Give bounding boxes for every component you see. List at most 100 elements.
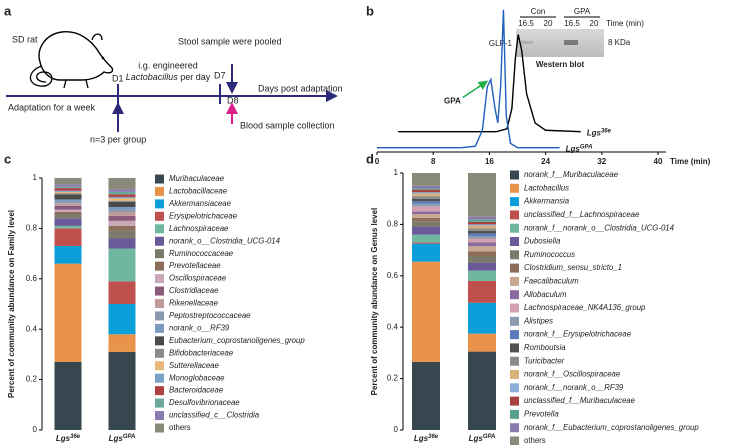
bar-segment	[54, 225, 82, 229]
legend-label: Rikenellaceae	[169, 299, 219, 308]
blot-group: GPA	[574, 7, 591, 16]
bar-segment	[108, 178, 136, 190]
timeline-diagram: SD rat D1 i.g. engineered Lactobacillus …	[6, 31, 343, 144]
legend-swatch	[155, 286, 164, 296]
bar-segment	[412, 185, 440, 189]
bar-segment	[54, 205, 82, 210]
legend-label: unclassified_f__Muribaculaceae	[524, 396, 636, 405]
series-line	[377, 9, 560, 149]
y-axis-label: Percent of community abundance on Family…	[7, 210, 16, 398]
legend-label: Sutterellaceae	[169, 361, 220, 370]
bar-segment	[108, 304, 136, 335]
label: n=3 per group	[90, 134, 146, 144]
legend-label: Prevotellaceae	[169, 261, 221, 270]
bar-segment	[468, 270, 496, 281]
legend-label: norank_f__norank_o__Clostridia_UCG-014	[524, 223, 675, 232]
legend-swatch	[155, 236, 164, 246]
rat-eye	[101, 56, 105, 60]
x-tick-label: Lgs36e	[414, 434, 439, 444]
legend-swatch	[510, 250, 519, 260]
bar-segment	[54, 209, 82, 213]
legend-swatch	[510, 436, 519, 445]
legend-swatch	[510, 316, 519, 326]
legend-label: Turicibacter	[524, 356, 565, 365]
bar-segment	[468, 216, 496, 220]
legend-label: Lactobacillaceae	[169, 187, 228, 196]
legend-swatch	[155, 373, 164, 383]
bar-segment	[108, 238, 136, 249]
legend-swatch	[155, 299, 164, 308]
legend-swatch	[510, 330, 519, 340]
label: D7	[214, 70, 226, 80]
bar-segment	[412, 217, 440, 222]
legend-swatch	[155, 423, 164, 433]
blot-time: 20	[590, 19, 599, 28]
label: D8	[227, 95, 239, 105]
legend-label: Faecalibaculum	[524, 276, 579, 285]
legend-label: Akkermansiaceae	[168, 199, 232, 208]
y-tick-label: 0.8	[26, 224, 38, 233]
legend-label: Allobaculum	[523, 290, 567, 299]
bar-segment	[412, 206, 440, 212]
bar-segment	[468, 280, 496, 303]
bar-segment	[54, 190, 82, 192]
legend-swatch	[155, 224, 164, 234]
bar-segment	[108, 191, 136, 195]
bar-segment	[54, 218, 82, 226]
rat-tail	[29, 65, 53, 87]
x-tick-label: 0	[375, 157, 380, 166]
legend-swatch	[155, 249, 164, 259]
bar-segment	[54, 203, 82, 206]
blot-group: Con	[531, 7, 546, 16]
legend-label: norank_f__Erysipelotrichaceae	[524, 330, 632, 339]
y-tick-label: 0.4	[26, 324, 38, 333]
legend-swatch	[155, 348, 164, 358]
panel-label: c	[4, 151, 11, 166]
bar-segment	[468, 262, 496, 271]
bar-segment	[468, 235, 496, 239]
legend-label: Bacteroidaceae	[169, 386, 224, 395]
blot-size: 8 KDa	[608, 38, 631, 47]
legend-label: Alistipes	[523, 316, 553, 325]
rat-ear	[91, 33, 103, 41]
bar-segment	[108, 201, 136, 207]
bar-segment	[412, 221, 440, 227]
bar-segment	[108, 212, 136, 216]
bar-segment	[468, 351, 496, 430]
legend-label: Akkermansia	[523, 197, 570, 206]
blot-caption: Western blot	[536, 60, 585, 69]
legend-swatch	[510, 290, 519, 300]
bar-segment	[108, 225, 136, 231]
label: D1	[112, 73, 124, 83]
bar-segment	[468, 333, 496, 352]
x-axis-label: Time (min)	[670, 157, 711, 166]
y-tick-label: 0.8	[387, 220, 399, 229]
y-tick-label: 0.2	[26, 375, 38, 384]
bar-segment	[412, 173, 440, 186]
legend-label: Lachnospiraceae_NK4A136_group	[524, 303, 646, 312]
bar-segment	[468, 228, 496, 231]
bar-segment	[54, 188, 82, 191]
bar-segment	[412, 243, 440, 262]
bar-segment	[54, 201, 82, 204]
bar-segment	[468, 251, 496, 257]
legend-swatch	[155, 261, 164, 271]
legend-swatch	[155, 199, 164, 209]
legend-swatch	[510, 356, 519, 366]
legend-label: Desulfovibrionaceae	[169, 398, 240, 407]
bar-segment	[412, 242, 440, 244]
bar-segment	[412, 203, 440, 207]
legend-label: norank_f__norank_o__RF39	[524, 383, 624, 392]
bar-segment	[468, 233, 496, 236]
legend-swatch	[510, 237, 519, 246]
series-label: LgsGPA	[566, 144, 593, 154]
bar-segment	[108, 220, 136, 226]
legend-label: Bifidobacteriaceae	[169, 348, 234, 357]
bar-segment	[468, 302, 496, 334]
legend-label: norank_o__Clostridia_UCG-014	[169, 236, 281, 245]
bar-segment	[412, 234, 440, 243]
legend-label: Prevotella	[524, 409, 559, 418]
bar-segment	[54, 199, 82, 202]
bar-segment	[108, 189, 136, 192]
